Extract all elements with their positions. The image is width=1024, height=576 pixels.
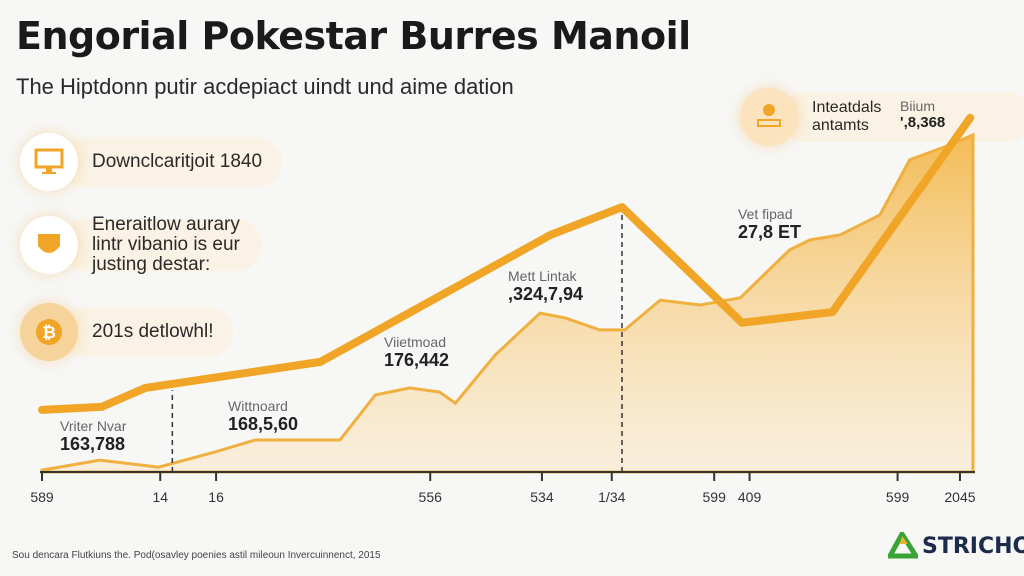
monitor-icon xyxy=(20,133,78,191)
annotation: Mett Lintak ,324,7,94 xyxy=(508,268,584,304)
x-tick-label: 2045 xyxy=(944,489,975,505)
x-tick-label: 556 xyxy=(419,489,443,505)
annotation: Biium ',8,368 xyxy=(900,98,946,131)
page-subtitle: The Hiptdonn putir acdepiact uindt und a… xyxy=(16,74,514,99)
bitcoin-icon: ₿ xyxy=(20,303,78,361)
callout-bank: Inteatdals antamts xyxy=(740,88,1024,146)
callout-text: Inteatdals antamts xyxy=(812,99,882,134)
x-tick-label: 599 xyxy=(886,489,910,505)
annotation: Vet fipad 27,8 ET xyxy=(738,206,802,242)
x-tick-label: 14 xyxy=(152,489,168,505)
x-tick-label: 16 xyxy=(208,489,224,505)
callout-text: Downclcaritjoit 1840 xyxy=(92,151,263,172)
x-tick-label: 589 xyxy=(30,489,54,505)
logo-icon xyxy=(888,532,918,559)
source-note: Sou dencara Flutkiuns the. Pod(osavley p… xyxy=(12,550,381,561)
bank-icon xyxy=(740,88,798,146)
svg-text:₿: ₿ xyxy=(42,323,56,343)
x-tick-label: 409 xyxy=(738,489,762,505)
x-tick-label: 599 xyxy=(703,489,727,505)
callout-text: 201s detlowhl! xyxy=(92,321,214,342)
x-tick-label: 1/34 xyxy=(598,489,625,505)
callout-bitcoin: ₿ 201s detlowhl! xyxy=(20,303,234,361)
annotation: Viietmoad 176,442 xyxy=(384,334,450,370)
x-tick-label: 534 xyxy=(530,489,554,505)
line-series xyxy=(38,113,975,414)
page-title: Engorial Pokestar Burres Manoil xyxy=(16,14,691,58)
area-series xyxy=(40,132,975,474)
annotation: Wittnoard 168,5,60 xyxy=(228,398,299,434)
callout-download: Downclcaritjoit 1840 xyxy=(20,133,283,191)
brand-logo: STRICHO xyxy=(888,532,1024,560)
logo-text: STRICHO xyxy=(922,533,1024,559)
callout-text: Eneraitlow aurary lintr vibanio is eur j… xyxy=(92,214,240,275)
shield-icon xyxy=(20,216,78,274)
callout-energy: Eneraitlow aurary lintr vibanio is eur j… xyxy=(20,214,262,275)
annotation: Vriter Nvar 163,788 xyxy=(60,418,127,454)
